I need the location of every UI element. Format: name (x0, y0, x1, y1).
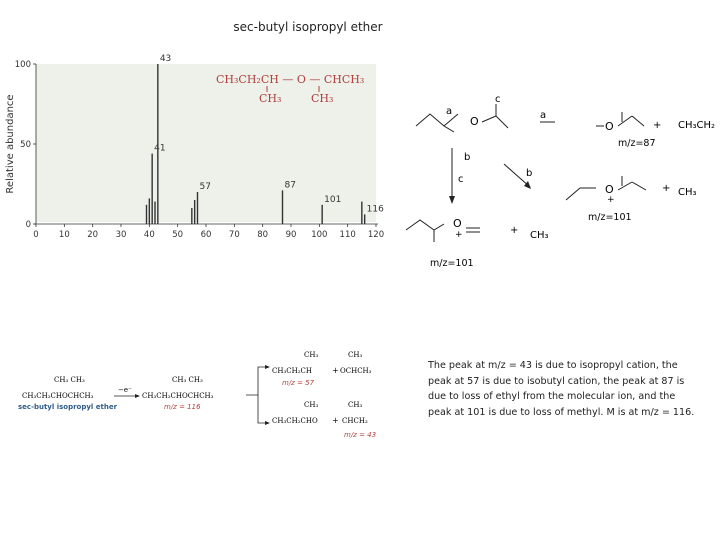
prod1-main: CH₃CH₂CH (272, 367, 312, 375)
product-87-skeleton (596, 112, 645, 127)
reactant-top: CH₃ CH₃ (54, 376, 85, 384)
prod1-partner-top: CH₃ (348, 351, 362, 359)
branch-arrows-low (257, 395, 268, 424)
prod1-plus: + (332, 366, 339, 375)
x-tick-label-20: 20 (87, 230, 98, 240)
product-101-bottom-skeleton (405, 219, 480, 242)
arrow-b (503, 163, 531, 188)
arrow-c-head (449, 196, 455, 204)
ion-top: CH₃ CH₃ (172, 376, 203, 384)
mz-101-bottom: m/z=101 (430, 258, 474, 269)
fragmentation-scheme: CH₃ CH₃ CH₃CH₂CHOCHCH₃ sec-butyl isoprop… (18, 351, 376, 439)
oxygen-1: O (470, 115, 479, 128)
x-tick-label-10: 10 (59, 230, 70, 240)
structure-sub2: CH₃ (311, 92, 333, 105)
plus-charge-2: + (455, 230, 463, 240)
x-tick-label-110: 110 (340, 230, 356, 240)
mass-spectrum-chart: Relative abundance 0 50 100 0 10 20 30 40 50 60 7… (5, 54, 384, 240)
prod2-main: CH₃CH₂CHO (272, 417, 318, 425)
caption-text: The peak at m/z = 43 is due to isopropyl… (428, 360, 695, 418)
x-tick-label-100: 100 (311, 230, 327, 240)
mz-87: m/z=87 (618, 138, 656, 149)
branch-head-bottom (265, 421, 270, 425)
y-axis-label: Relative abundance (5, 94, 16, 193)
peak-label-101: 101 (324, 195, 341, 205)
peak-label-43: 43 (160, 54, 171, 64)
x-tick-label-60: 60 (201, 230, 212, 240)
y-tick-label-100: 100 (15, 60, 31, 70)
prod1-partner-main: OCHCH₃ (340, 367, 372, 375)
plus-3: + (510, 225, 518, 236)
x-tick-label-0: 0 (33, 230, 38, 240)
label-a1: a (446, 106, 452, 117)
prod2-mz: m/z = 43 (344, 431, 376, 439)
plus-2: + (662, 183, 670, 194)
label-b1: b (464, 152, 470, 163)
y-tick-label-0: 0 (26, 220, 31, 230)
ion-mz: m/z = 116 (164, 403, 201, 411)
product-101-right-skeleton (565, 176, 647, 201)
reactant-name: sec-butyl isopropyl ether (18, 403, 118, 411)
peak-label-116: 116 (367, 204, 384, 214)
prod2-top: CH₃ (304, 401, 318, 409)
structure-inset: CH₃CH₂CH — O — CHCH₃ CH₃ CH₃ (216, 73, 364, 105)
plus-charge-1: + (607, 195, 615, 205)
arrow-b-head (524, 181, 531, 189)
oxygen-4: O (453, 217, 462, 230)
plus-1: + (653, 120, 661, 131)
label-a2: a (540, 110, 546, 121)
y-ticks: 0 50 100 (15, 60, 36, 230)
mz-101-right: m/z=101 (588, 212, 632, 223)
prod2-partner-top: CH₃ (348, 401, 362, 409)
ion-main: CH₃CH₂CHOCHCH₃ (142, 392, 214, 400)
oxygen-2: O (605, 120, 614, 133)
reactant-main: CH₃CH₂CHOCHCH₃ (22, 392, 94, 400)
branch-head-top (265, 365, 270, 369)
x-tick-label-120: 120 (368, 230, 384, 240)
peak-label-57: 57 (200, 182, 211, 192)
electron-loss: −e⁻ (118, 386, 132, 394)
x-tick-label-50: 50 (172, 230, 183, 240)
x-ticks: 0 10 20 30 40 50 60 70 80 90 100 110 120 (33, 224, 384, 240)
label-c1: c (495, 94, 501, 105)
oxygen-3: O (605, 183, 614, 196)
reactant-skeleton (415, 104, 509, 133)
label-b2: b (526, 168, 532, 179)
methyl-radical-2: CH₃ (530, 230, 549, 241)
arrow-ionize-head (135, 394, 140, 398)
ethyl-radical: CH₃CH₂ (678, 120, 715, 131)
prod2-partner-main: CHCH₃ (342, 417, 368, 425)
peak-label-41: 41 (154, 144, 165, 154)
prod1-mz: m/z = 57 (282, 379, 315, 387)
page-title: sec-butyl isopropyl ether (233, 20, 383, 34)
x-tick-label-30: 30 (116, 230, 127, 240)
peaks: 41 43 57 87 101 116 (145, 54, 384, 224)
x-tick-label-90: 90 (286, 230, 297, 240)
y-tick-label-50: 50 (20, 140, 31, 150)
structure-main: CH₃CH₂CH — O — CHCH₃ (216, 73, 364, 86)
x-tick-label-40: 40 (144, 230, 155, 240)
branch-arrows (246, 366, 268, 396)
prod2-plus: + (332, 416, 339, 425)
peak-label-87: 87 (285, 180, 296, 190)
x-tick-label-80: 80 (257, 230, 268, 240)
structure-sub1: CH₃ (259, 92, 281, 105)
x-tick-label-70: 70 (229, 230, 240, 240)
methyl-radical-1: CH₃ (678, 187, 697, 198)
label-c2: c (458, 174, 464, 185)
prod1-top: CH₃ (304, 351, 318, 359)
fragmentation-mechanism: a c O a O + CH₃CH₂ m/z=87 b c b O + + CH… (405, 94, 715, 269)
